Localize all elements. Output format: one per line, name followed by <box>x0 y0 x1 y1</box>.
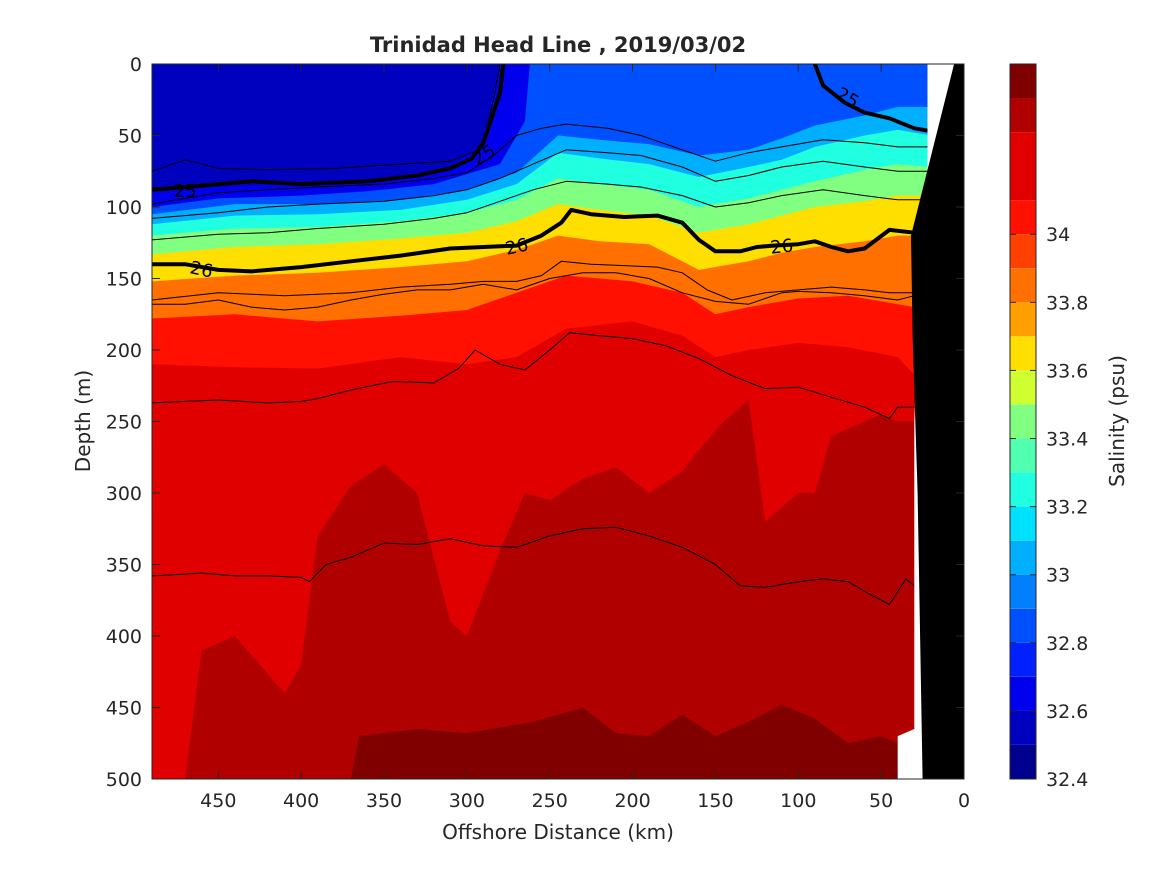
colorbar-tick-label: 33.4 <box>1046 429 1088 451</box>
y-axis-label: Depth (m) <box>71 370 95 472</box>
y-tick-label: 350 <box>106 555 142 577</box>
colorbar-swatch <box>1010 472 1036 507</box>
density-contour-25-4 <box>152 149 932 219</box>
x-tick-label: 200 <box>614 790 650 812</box>
x-tick-label: 400 <box>283 790 319 812</box>
colorbar-swatch <box>1010 268 1036 303</box>
colorbar-swatch <box>1010 200 1036 235</box>
density-contour-26-3 <box>152 272 932 311</box>
y-tick-label: 200 <box>106 340 142 362</box>
y-tick-label: 250 <box>106 412 142 434</box>
density-contour-25-2 <box>152 123 932 205</box>
contour-label: 26 <box>504 234 531 259</box>
contour-label: 26 <box>769 235 794 258</box>
contour-label-text: 26 <box>188 257 215 282</box>
density-contour-25 <box>152 64 506 192</box>
y-tick-label: 100 <box>106 197 142 219</box>
colorbar-swatch <box>1010 404 1036 439</box>
colorbar-swatch <box>1010 438 1036 473</box>
salinity-fill-layers <box>152 64 964 779</box>
colorbar-swatch <box>1010 234 1036 269</box>
y-tick-label: 450 <box>106 698 142 720</box>
colorbar-swatch <box>1010 370 1036 405</box>
colorbar-swatch <box>1010 676 1036 711</box>
colorbar-swatch <box>1010 642 1036 677</box>
x-tick-label: 350 <box>366 790 402 812</box>
x-tick-label: 100 <box>780 790 816 812</box>
colorbar-swatch <box>1010 336 1036 371</box>
colorbar-tick-label: 33.6 <box>1046 360 1088 382</box>
y-tick-label: 500 <box>106 769 142 791</box>
colorbar-tick-label: 34 <box>1046 224 1070 246</box>
colorbar-swatch <box>1010 745 1036 779</box>
y-tick-label: 150 <box>106 269 142 291</box>
salinity-fill-34-3 <box>152 400 931 779</box>
density-contour-26-8 <box>152 526 924 605</box>
x-tick-label: 0 <box>958 790 970 812</box>
density-contour-25-6 <box>152 180 932 241</box>
salinity-fill-34-4 <box>350 704 901 779</box>
density-contour-26 <box>152 207 933 274</box>
colorbar-frame <box>1009 63 1037 780</box>
colorbar-tick-label: 33.2 <box>1046 497 1088 519</box>
y-tick-label: 300 <box>106 483 142 505</box>
x-axis-label: Offshore Distance (km) <box>442 820 674 844</box>
colorbar-swatch <box>1010 302 1036 337</box>
density-contour-lines <box>152 64 933 605</box>
x-axis: 450 400 350 300 250 200 150 100 50 0 <box>200 64 970 812</box>
contour-label-text: 26 <box>504 234 531 259</box>
no-data-mask <box>897 64 964 779</box>
colorbar-tick-label: 32.4 <box>1046 769 1088 791</box>
contour-label: 25 <box>174 181 197 202</box>
colorbar-swatch <box>1010 132 1036 201</box>
y-tick-label: 0 <box>130 54 142 76</box>
seafloor-terrain <box>911 64 964 779</box>
colorbar-swatch <box>1010 608 1036 643</box>
colorbar-tick-label: 32.8 <box>1046 633 1088 655</box>
colorbar-tick-label: 33.8 <box>1046 292 1088 314</box>
y-axis: 0 50 100 150 200 250 300 350 400 450 500 <box>106 54 964 791</box>
colorbar-swatch <box>1010 506 1036 541</box>
y-tick-label: 400 <box>106 626 142 648</box>
colorbar-swatch <box>1010 64 1036 98</box>
x-tick-label: 450 <box>200 790 236 812</box>
colorbar-swatch <box>1010 540 1036 575</box>
density-contour-26-2 <box>152 260 932 301</box>
colorbar-swatch <box>1010 98 1036 132</box>
colorbar-swatch <box>1010 574 1036 609</box>
colorbar-label: Salinity (psu) <box>1105 355 1129 487</box>
x-tick-label: 250 <box>532 790 568 812</box>
y-tick-label: 50 <box>118 126 142 148</box>
x-tick-label: 50 <box>869 790 893 812</box>
x-tick-label: 300 <box>449 790 485 812</box>
colorbar-swatch <box>1010 710 1036 745</box>
density-contour-25 <box>812 64 933 134</box>
colorbar-tick-label: 33 <box>1046 565 1070 587</box>
contour-label-text: 26 <box>769 235 794 258</box>
colorbar: 34 33.8 33.6 33.4 33.2 33 32.8 32.6 32.4 <box>1009 63 1088 791</box>
x-tick-label: 150 <box>697 790 733 812</box>
colorbar-tick-label: 32.6 <box>1046 701 1088 723</box>
density-contour-26-5 <box>152 332 915 420</box>
contour-label: 26 <box>188 257 215 282</box>
chart-title: Trinidad Head Line , 2019/03/02 <box>370 33 746 57</box>
contour-label-text: 25 <box>174 181 197 202</box>
